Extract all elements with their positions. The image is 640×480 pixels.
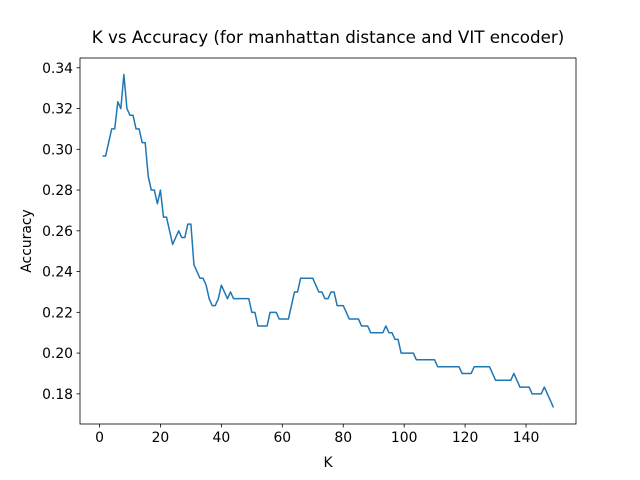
y-tick-label: 0.20 [42,346,73,362]
y-tick-label: 0.22 [42,305,73,321]
x-tick-label: 100 [391,430,418,446]
y-tick-label: 0.28 [42,183,73,199]
y-tick-label: 0.24 [42,265,73,281]
x-tick-label: 20 [152,430,170,446]
x-tick-label: 60 [273,430,291,446]
plot-frame [79,57,577,425]
y-tick-label: 0.32 [42,102,73,118]
y-tick-label: 0.34 [42,61,73,77]
x-tick-label: 40 [213,430,231,446]
y-axis-label: Accuracy [19,209,35,272]
x-tick-label: 120 [452,430,479,446]
x-tick-label: 140 [513,430,540,446]
x-tick-label: 80 [334,430,352,446]
chart-title: K vs Accuracy (for manhattan distance an… [92,27,564,47]
x-axis-label: K [323,455,333,471]
data-line [102,73,555,408]
y-tick-label: 0.30 [42,142,73,158]
y-tick-label: 0.26 [42,224,73,240]
y-tick-label: 0.18 [42,387,73,403]
x-tick-label: 0 [95,430,104,446]
